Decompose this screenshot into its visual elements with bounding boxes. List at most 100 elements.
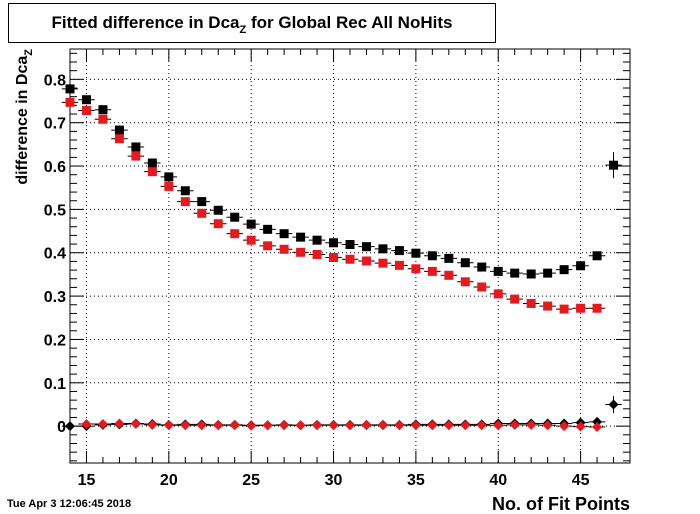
x-tick-label: 15 <box>78 472 96 489</box>
y-axis-label-main: difference in Dca <box>14 56 31 185</box>
data-point-diamond <box>279 420 290 431</box>
chart-title-rest: for Global Rec All NoHits <box>246 13 453 32</box>
data-point-square <box>65 84 75 94</box>
data-point-square <box>114 134 124 144</box>
data-point-square <box>345 240 355 250</box>
chart-title-box: Fitted difference in DcaZ for Global Rec… <box>8 3 496 43</box>
data-point-diamond <box>592 422 603 433</box>
data-point-square <box>98 114 108 124</box>
data-point-square <box>180 186 190 196</box>
data-point-square <box>609 160 619 170</box>
data-point-square <box>444 270 454 280</box>
data-point-square <box>460 277 470 287</box>
data-point-diamond <box>361 420 372 431</box>
x-axis-label: No. of Fit Points <box>492 494 630 514</box>
data-point-diamond <box>246 420 257 431</box>
data-point-square <box>427 266 437 276</box>
data-point-diamond <box>163 420 174 431</box>
data-point-square <box>576 261 586 271</box>
data-point-square <box>263 224 273 234</box>
data-point-diamond <box>97 418 108 429</box>
data-point-square <box>559 304 569 314</box>
x-tick-label: 20 <box>160 472 178 489</box>
data-point-square <box>378 258 388 268</box>
y-tick-label: 0.6 <box>44 159 66 176</box>
data-point-diamond <box>443 420 454 431</box>
data-point-square <box>65 97 75 107</box>
data-point-diamond <box>542 420 553 431</box>
data-point-square <box>312 249 322 259</box>
data-point-diamond <box>460 420 471 431</box>
data-point-square <box>460 258 470 268</box>
data-point-diamond <box>65 421 75 432</box>
data-point-diamond <box>410 420 421 431</box>
y-tick-label: 0.1 <box>44 376 66 393</box>
data-point-square <box>345 254 355 264</box>
data-point-diamond <box>213 420 224 431</box>
data-point-square <box>510 268 520 278</box>
y-tick-label: 0.5 <box>44 202 66 219</box>
data-point-square <box>197 197 207 207</box>
data-point-square <box>411 264 421 274</box>
data-point-square <box>427 251 437 261</box>
data-point-square <box>131 142 141 152</box>
chart-title-main: Fitted difference in Dca <box>51 13 240 32</box>
data-point-diamond <box>295 420 306 431</box>
data-point-square <box>493 289 503 299</box>
data-point-diamond <box>427 420 438 431</box>
data-point-square <box>543 301 553 311</box>
y-axis-label-subscript: Z <box>23 49 35 56</box>
data-point-square <box>98 105 108 115</box>
x-tick-label: 35 <box>407 472 425 489</box>
x-tick-label: 40 <box>489 472 507 489</box>
data-point-diamond <box>114 418 125 429</box>
data-point-square <box>296 247 306 257</box>
data-point-square <box>378 244 388 254</box>
x-tick-label: 30 <box>325 472 343 489</box>
data-point-square <box>526 298 536 308</box>
data-point-square <box>526 269 536 279</box>
data-point-square <box>329 238 339 248</box>
x-tick-label: 45 <box>572 472 590 489</box>
data-point-diamond <box>196 420 207 431</box>
data-point-diamond <box>592 416 603 427</box>
y-tick-label: 0.7 <box>44 116 66 133</box>
data-point-square <box>164 172 174 182</box>
data-point-diamond <box>509 419 520 430</box>
chart-title: Fitted difference in DcaZ for Global Rec… <box>9 13 495 36</box>
data-point-square <box>81 106 91 116</box>
data-point-square <box>312 235 322 245</box>
data-point-diamond <box>493 420 504 431</box>
data-point-diamond <box>575 421 586 432</box>
data-point-diamond <box>328 420 339 431</box>
data-point-diamond <box>130 418 141 429</box>
data-point-square <box>114 125 124 135</box>
data-point-square <box>361 256 371 266</box>
data-point-square <box>510 294 520 304</box>
data-point-diamond <box>147 419 158 430</box>
data-point-square <box>477 262 487 272</box>
y-tick-label: 0.8 <box>44 72 66 89</box>
data-point-diamond <box>526 419 537 430</box>
data-point-diamond <box>262 420 273 431</box>
data-point-diamond <box>608 399 619 410</box>
data-point-square <box>180 197 190 207</box>
chart-title-subscript: Z <box>239 24 247 36</box>
data-point-diamond <box>312 420 323 431</box>
data-point-square <box>213 205 223 215</box>
data-point-square <box>576 303 586 313</box>
footer-date: Tue Apr 3 12:06:45 2018 <box>7 498 132 510</box>
data-point-square <box>394 246 404 256</box>
data-point-square <box>230 229 240 239</box>
data-point-square <box>559 265 569 275</box>
data-point-square <box>230 212 240 222</box>
data-point-square <box>279 229 289 239</box>
data-point-square <box>592 251 602 261</box>
data-point-square <box>543 268 553 278</box>
data-point-square <box>246 219 256 229</box>
data-point-diamond <box>559 421 570 432</box>
data-point-square <box>279 244 289 254</box>
data-point-diamond <box>476 420 487 431</box>
data-point-square <box>164 181 174 191</box>
